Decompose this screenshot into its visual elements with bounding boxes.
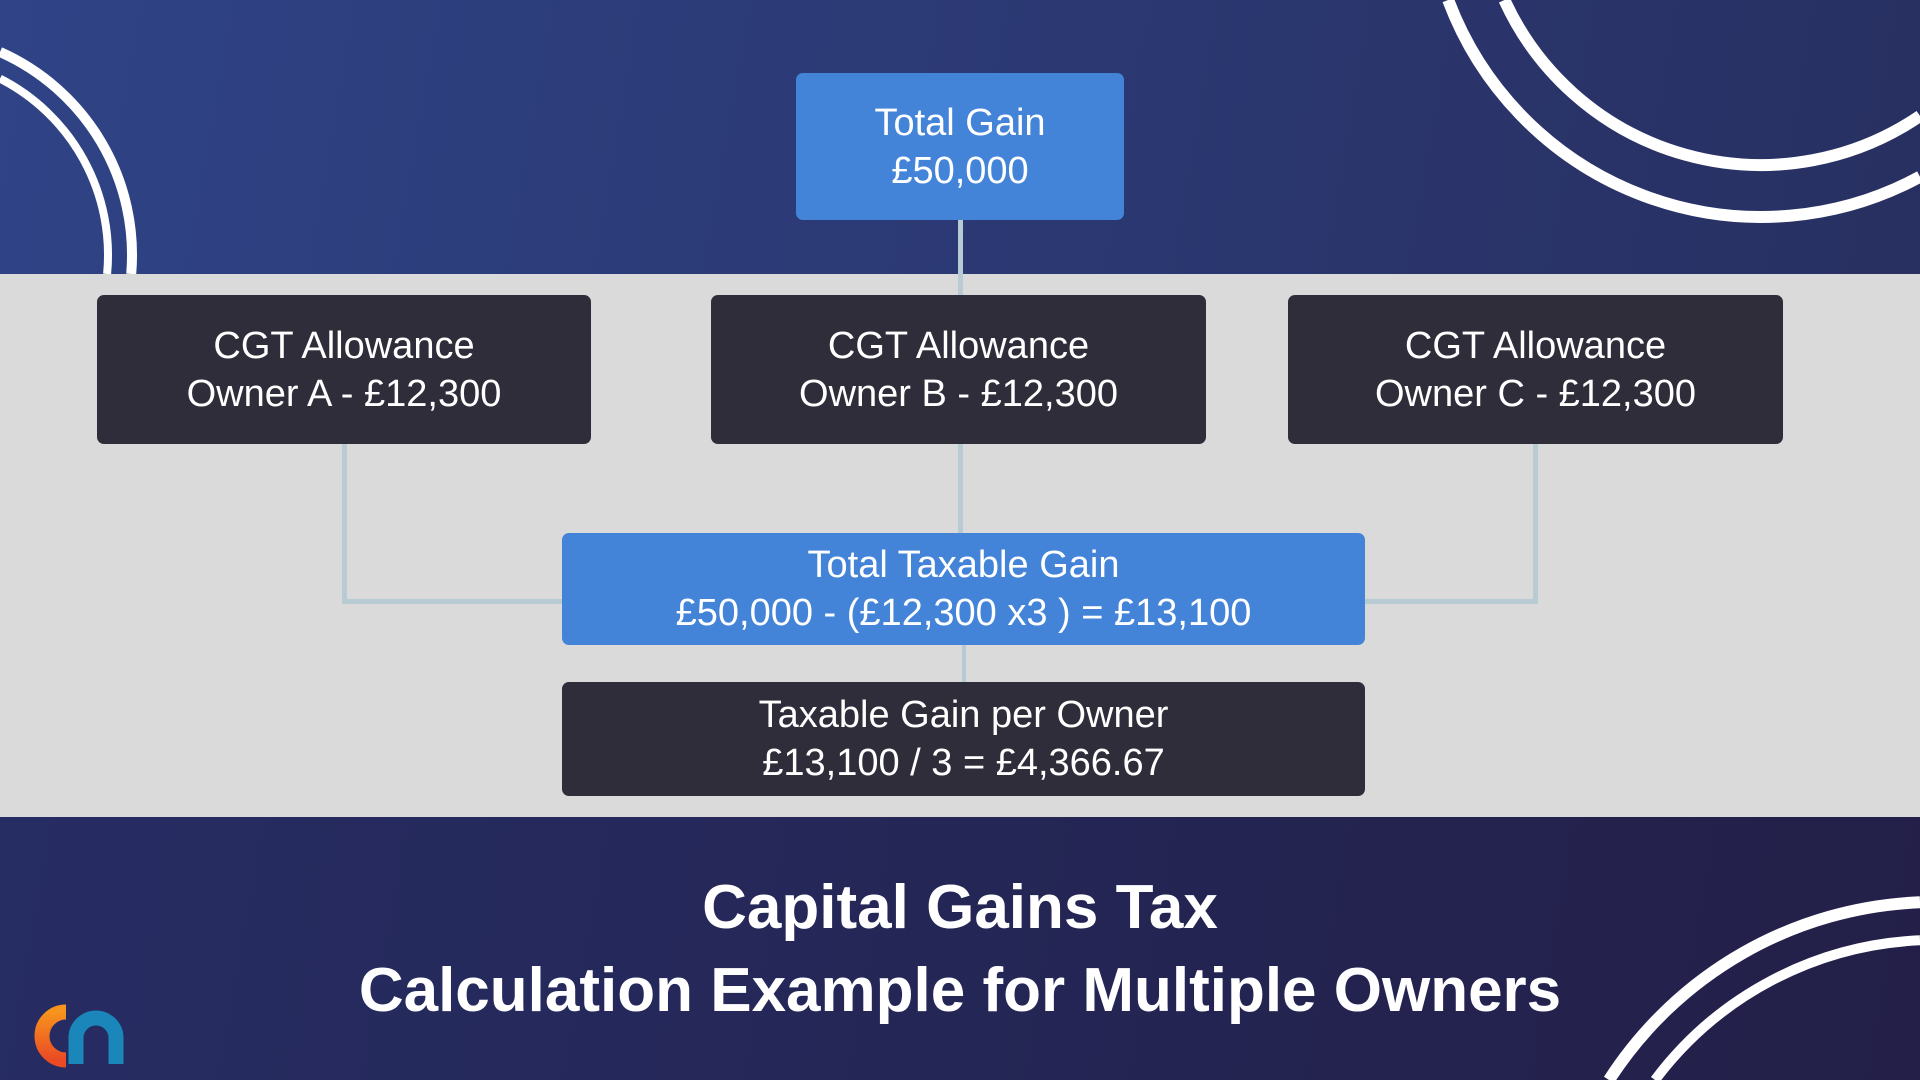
per-owner-value: £13,100 / 3 = £4,366.67 xyxy=(762,742,1165,784)
total-taxable-gain-box: Total Taxable Gain £50,000 - (£12,300 x3… xyxy=(562,533,1365,645)
connector-a-horizontal xyxy=(342,599,564,604)
per-owner-label: Taxable Gain per Owner xyxy=(758,694,1169,736)
allowance-value: Owner A - £12,300 xyxy=(186,372,502,415)
allowance-label: CGT Allowance xyxy=(827,324,1090,367)
allowance-label: CGT Allowance xyxy=(1404,324,1667,367)
allowance-box-owner-c: CGT Allowance Owner C - £12,300 xyxy=(1288,295,1783,444)
allowance-box-owner-b: CGT Allowance Owner B - £12,300 xyxy=(711,295,1206,444)
allowance-value: Owner C - £12,300 xyxy=(1374,372,1697,415)
connector-total-to-allowances xyxy=(958,220,963,295)
allowance-box-owner-a: CGT Allowance Owner A - £12,300 xyxy=(97,295,591,444)
decorative-rings-top xyxy=(0,0,1920,274)
total-gain-label: Total Gain xyxy=(874,101,1046,144)
title-line-2: Calculation Example for Multiple Owners xyxy=(358,956,1562,1025)
per-owner-box: Taxable Gain per Owner £13,100 / 3 = £4,… xyxy=(562,682,1365,796)
connector-c-vertical xyxy=(1533,444,1538,604)
footer-band xyxy=(0,817,1920,1080)
connector-b-vertical xyxy=(958,444,963,534)
allowance-value: Owner B - £12,300 xyxy=(799,372,1118,415)
decorative-rings-bottom xyxy=(1603,896,1920,1080)
connector-c-horizontal xyxy=(1364,599,1538,604)
title-line-1: Capital Gains Tax xyxy=(702,873,1218,942)
total-gain-box: Total Gain £50,000 xyxy=(796,73,1124,220)
connector-taxable-to-per-owner xyxy=(962,644,966,684)
total-taxable-label: Total Taxable Gain xyxy=(807,544,1120,586)
logo-icon xyxy=(34,1004,124,1068)
total-gain-value: £50,000 xyxy=(891,149,1029,192)
connector-a-vertical xyxy=(342,444,347,604)
allowance-label: CGT Allowance xyxy=(213,324,475,367)
total-taxable-value: £50,000 - (£12,300 x3 ) = £13,100 xyxy=(675,592,1252,634)
